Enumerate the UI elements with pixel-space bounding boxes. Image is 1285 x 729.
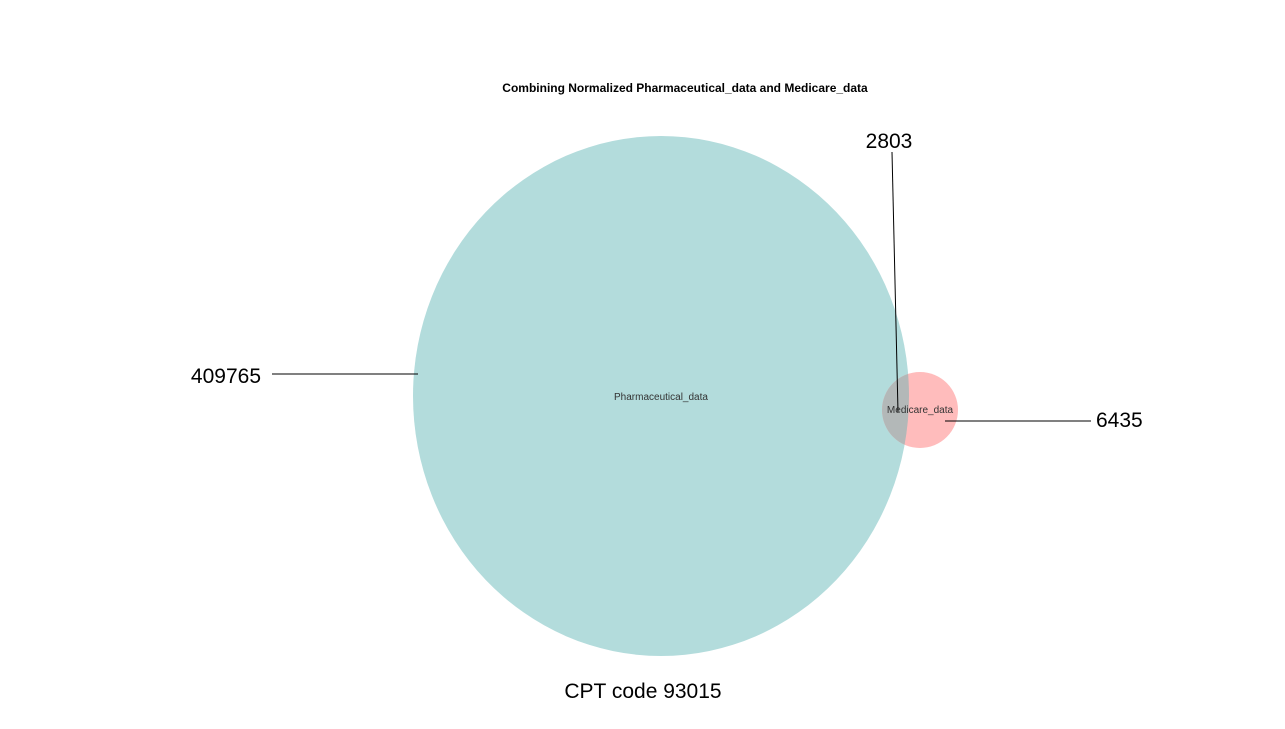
intersection-count: 2803 bbox=[866, 130, 913, 153]
overlap-region bbox=[882, 372, 909, 448]
pharmaceutical-set-label: Pharmaceutical_data bbox=[614, 392, 708, 403]
pharmaceutical-only-count: 409765 bbox=[191, 365, 261, 388]
intersection-leader-line bbox=[891, 151, 899, 413]
medicare-only-count: 6435 bbox=[1096, 409, 1143, 432]
diagram-title: Combining Normalized Pharmaceutical_data… bbox=[502, 81, 868, 95]
diagram-caption: CPT code 93015 bbox=[564, 680, 721, 703]
pharmaceutical-set-circle bbox=[413, 136, 909, 656]
medicare-set-label: Medicare_data bbox=[887, 405, 954, 416]
